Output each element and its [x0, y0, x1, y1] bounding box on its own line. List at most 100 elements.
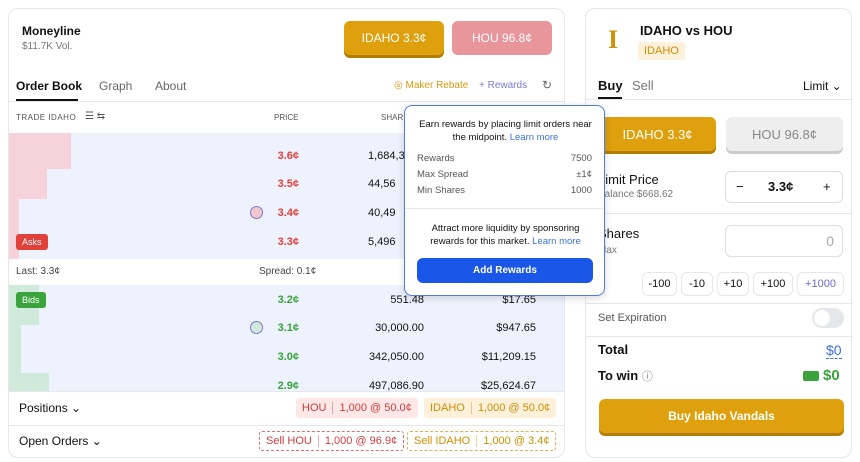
expiration-label: Set Expiration [598, 312, 667, 324]
divider [9, 425, 564, 426]
reward-icon [250, 206, 263, 219]
rewards-popup: Earn rewards by placing limit orders nea… [404, 105, 605, 296]
to-win-label: To win ⓘ [598, 368, 653, 384]
learn-more[interactable]: Learn more [509, 132, 559, 143]
divider [586, 303, 851, 304]
bid-total: $947.65 [496, 322, 536, 334]
text: Positions [19, 401, 68, 415]
quick-chip[interactable]: -100 [642, 272, 677, 296]
team-tag: IDAHO [638, 42, 685, 60]
add-rewards[interactable]: Add Rewards [417, 258, 593, 283]
maker-rebate[interactable]: ◎ Maker Rebate [394, 80, 469, 91]
buy-no[interactable]: HOU 96.8¢ [452, 21, 552, 55]
depth-bar [9, 373, 49, 391]
bid-price: 2.9¢ [277, 380, 299, 392]
asks-badge: Asks [16, 234, 48, 250]
maker-rebate-label: Maker Rebate [405, 80, 469, 91]
total-label: Total [598, 342, 629, 357]
divider [586, 336, 851, 337]
bid-shares: 551.48 [390, 294, 424, 306]
bid-price: 3.1¢ [277, 322, 299, 334]
ask-price: 3.5¢ [277, 178, 299, 190]
buy-tab[interactable]: Buy [598, 78, 623, 93]
ask-shares: 5,496 [368, 236, 396, 248]
total-value: $0 [826, 342, 842, 359]
divider [586, 213, 851, 214]
spread: Spread: 0.1¢ [259, 266, 317, 277]
bid-shares: 342,050.00 [368, 351, 424, 363]
divider [9, 391, 564, 392]
toggle-knob [814, 310, 830, 326]
tab-underline [16, 99, 78, 101]
column-header: PRICE [274, 113, 299, 122]
order-pill: Sell HOU 1,000 @ 96.9¢ [259, 431, 405, 451]
info-icon: ⓘ [641, 371, 653, 383]
refresh-icon[interactable]: ↻ [542, 78, 553, 92]
order-pill: Sell IDAHO 1,000 @ 3.4¢ [407, 431, 557, 451]
ask-price: 3.6¢ [277, 150, 299, 162]
to-win-value: $0 [823, 367, 840, 384]
bid-price: 3.2¢ [277, 294, 299, 306]
decrement[interactable]: − [736, 179, 744, 194]
popup-row-value: 7500 [570, 153, 592, 164]
text: Attract more liquidity by sponsoring rew… [430, 223, 580, 247]
text: Open Orders [19, 434, 89, 448]
quick-chip[interactable]: -10 [681, 272, 713, 296]
ask-shares: 44,56 [368, 178, 396, 190]
depth-bar [9, 325, 21, 373]
increment[interactable]: + [823, 179, 831, 194]
submit-button[interactable]: Buy Idaho Vandals [599, 399, 844, 433]
max-link[interactable]: Max [598, 245, 617, 256]
sell-tab[interactable]: Sell [632, 78, 654, 93]
divider [586, 99, 851, 100]
tab[interactable]: Order Book [16, 79, 83, 93]
popup-sponsor: Attract more liquidity by sponsoring rew… [417, 222, 594, 248]
ask-shares: 1,684,3 [368, 150, 405, 162]
trade-panel: I IDAHO vs HOU IDAHO Buy Sell Limit ⌄ ID… [585, 8, 852, 458]
divider [9, 101, 564, 102]
buy-yes[interactable]: IDAHO 3.3¢ [344, 21, 444, 55]
tab-underline [598, 97, 622, 99]
popup-row-label: Min Shares [417, 185, 466, 196]
limit-price-label: Limit Price [598, 172, 659, 187]
tab[interactable]: About [155, 79, 187, 93]
rewards-button[interactable]: + Rewards [479, 80, 528, 91]
price-value: 3.3¢ [768, 179, 794, 194]
buy-yes[interactable]: IDAHO 3.3¢ [599, 117, 716, 151]
text: To win [598, 368, 639, 383]
toggle[interactable] [812, 308, 844, 328]
price-input[interactable] [725, 171, 843, 203]
popup-row-label: Rewards [417, 153, 455, 164]
shares-input[interactable]: 0 [725, 225, 843, 257]
quick-chip[interactable]: +10 [717, 272, 749, 296]
ask-price: 3.3¢ [277, 236, 299, 248]
popup-intro: Earn rewards by placing limit orders nea… [417, 118, 594, 144]
popup-row-label: Max Spread [417, 169, 469, 180]
depth-bar [9, 133, 71, 169]
order-type[interactable]: Limit ⌄ [803, 79, 842, 93]
shares-label: Shares [598, 226, 640, 241]
divider [405, 208, 604, 209]
learn-more[interactable]: Learn more [532, 236, 581, 247]
quick-chip[interactable]: +100 [753, 272, 793, 296]
bid-shares: 497,086.90 [368, 380, 424, 392]
volume: $11.7K Vol. [22, 41, 73, 52]
money-icon [803, 371, 819, 381]
bid-total: $17.65 [502, 294, 536, 306]
positions-label[interactable]: Positions ⌄ [19, 401, 82, 415]
market-title: Moneyline [22, 24, 81, 38]
open-orders-label[interactable]: Open Orders ⌄ [19, 434, 102, 448]
column-header: SHAR [381, 113, 404, 122]
text: Limit [803, 79, 829, 93]
balance: Balance $668.62 [598, 189, 674, 200]
tab[interactable]: Graph [99, 79, 133, 93]
popup-row-value: 1000 [570, 185, 592, 196]
text: Earn rewards by placing limit orders nea… [419, 119, 592, 143]
position-pill: IDAHO 1,000 @ 50.0¢ [424, 398, 557, 418]
side: IDAHO [430, 402, 465, 414]
column-header: TRADE IDAHO [16, 113, 77, 122]
bid-total: $25,624.67 [480, 380, 536, 392]
buy-no[interactable]: HOU 96.8¢ [726, 117, 843, 151]
quick-chip[interactable]: +1000 [797, 272, 844, 296]
depth-bar [9, 169, 47, 199]
